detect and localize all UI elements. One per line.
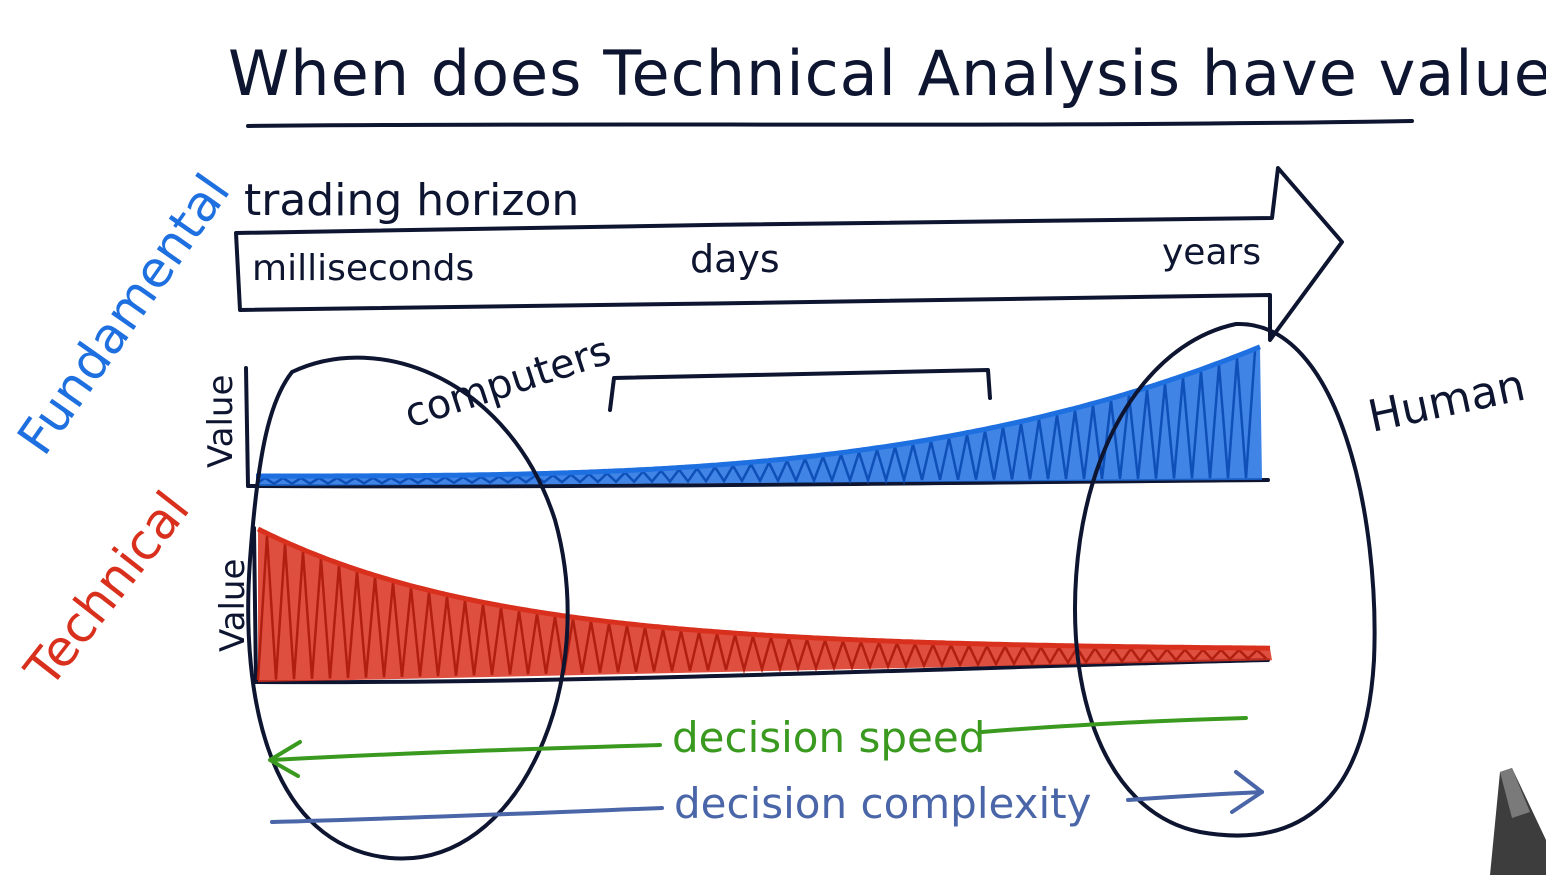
horizon-tick-years: years — [1162, 232, 1261, 273]
technical-value-hatching — [256, 535, 1267, 681]
human-ellipse — [1073, 321, 1377, 838]
fundamental-y-axis — [244, 366, 250, 488]
decision-speed-line-left — [270, 743, 662, 762]
horizon-tick-milliseconds: milliseconds — [252, 248, 474, 289]
horizon-label: trading horizon — [244, 175, 579, 226]
fundamental-value-fill — [256, 346, 1262, 486]
human-label: Human — [1364, 360, 1530, 443]
fundamental-value-hatching — [255, 350, 1257, 486]
horizon-arrow — [234, 166, 1344, 342]
decision-complexity-line-right — [1126, 790, 1264, 802]
fundamental-axis-label: Value — [201, 375, 241, 468]
decision-complexity-label: decision complexity — [674, 779, 1091, 828]
technical-x-axis — [254, 658, 1270, 685]
pen-icon — [1490, 768, 1546, 875]
fundamental-value-curve — [256, 344, 1261, 479]
title-underline — [246, 119, 1414, 128]
computers-label: computers — [399, 328, 617, 438]
fundamental-x-axis — [246, 478, 1270, 489]
page-title: When does Technical Analysis have value? — [228, 37, 1546, 110]
decision-speed-line-right — [980, 716, 1248, 734]
technical-value-curve — [256, 526, 1271, 651]
technical-y-axis — [252, 526, 258, 684]
technical-value-fill — [258, 529, 1272, 682]
technical-label: Technical — [13, 481, 201, 698]
decision-speed-arrowhead — [268, 740, 302, 778]
decision-speed-label: decision speed — [672, 713, 985, 762]
computers-ellipse — [246, 355, 570, 861]
computers-bracket — [608, 368, 992, 412]
decision-complexity-arrowhead — [1230, 770, 1264, 814]
horizon-tick-days: days — [690, 237, 780, 281]
decision-complexity-line-left — [270, 806, 664, 824]
